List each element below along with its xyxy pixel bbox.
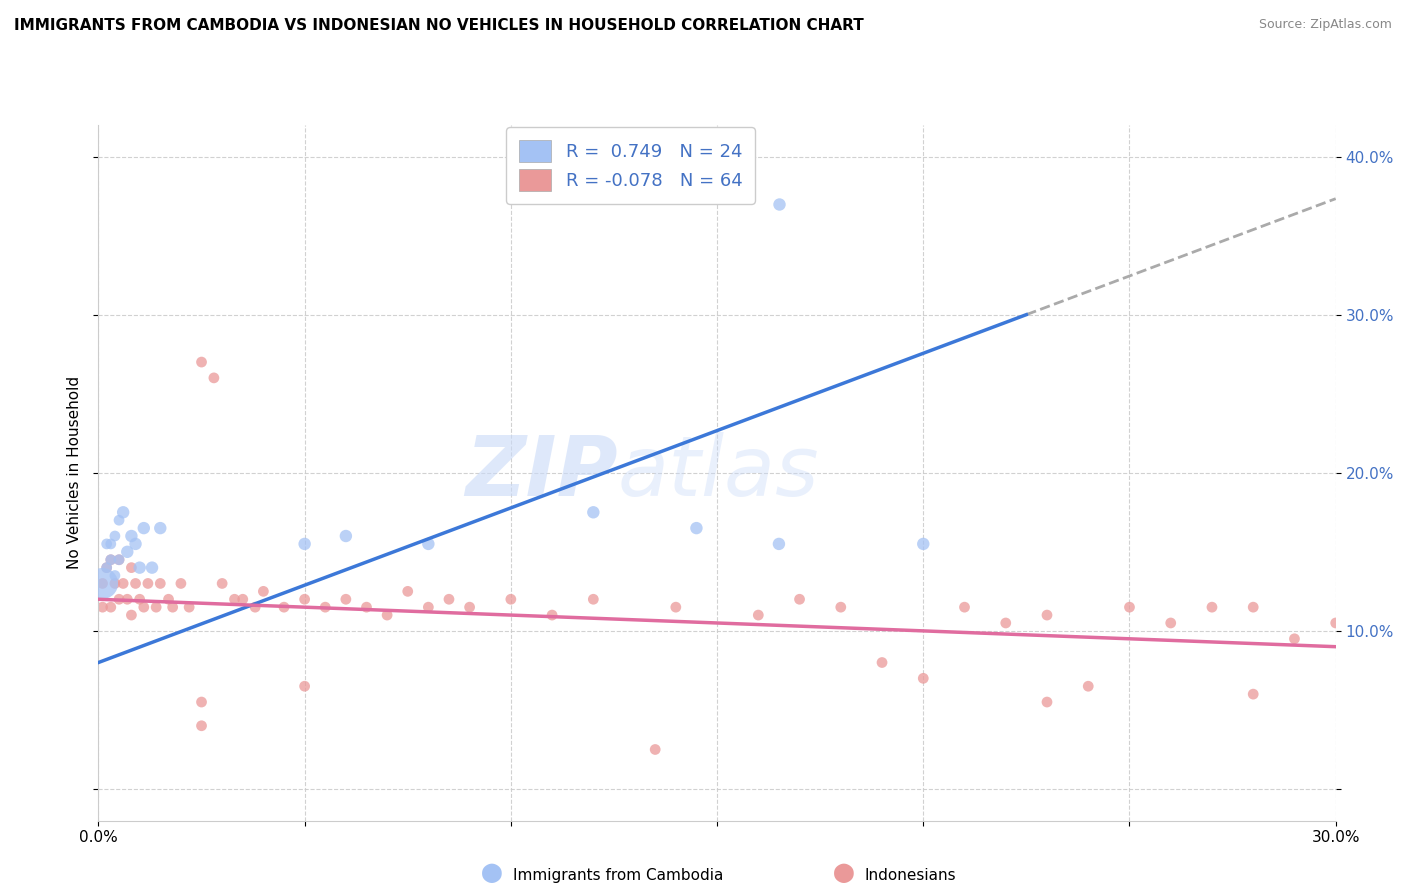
Point bbox=[437, 592, 460, 607]
Point bbox=[418, 537, 440, 551]
Point bbox=[665, 600, 688, 615]
Point bbox=[120, 529, 142, 543]
Point bbox=[1241, 687, 1264, 701]
Point bbox=[870, 656, 893, 670]
Point bbox=[162, 600, 184, 615]
Point bbox=[314, 600, 336, 615]
Point bbox=[117, 545, 139, 559]
Text: ⬤: ⬤ bbox=[832, 863, 855, 883]
Point bbox=[1160, 615, 1182, 630]
Point bbox=[149, 521, 172, 535]
Point bbox=[132, 600, 155, 615]
Point bbox=[1077, 679, 1099, 693]
Text: IMMIGRANTS FROM CAMBODIA VS INDONESIAN NO VEHICLES IN HOUSEHOLD CORRELATION CHAR: IMMIGRANTS FROM CAMBODIA VS INDONESIAN N… bbox=[14, 18, 863, 33]
Point bbox=[232, 592, 254, 607]
Point bbox=[541, 608, 564, 623]
Point bbox=[149, 576, 172, 591]
Point bbox=[190, 355, 212, 369]
Point bbox=[145, 600, 167, 615]
Point bbox=[418, 600, 440, 615]
Point bbox=[685, 521, 707, 535]
Point bbox=[747, 608, 769, 623]
Point bbox=[108, 592, 131, 607]
Point bbox=[375, 608, 398, 623]
Point bbox=[830, 600, 852, 615]
Point bbox=[335, 529, 357, 543]
Point bbox=[100, 552, 122, 567]
Point bbox=[91, 576, 114, 591]
Legend: R =  0.749   N = 24, R = -0.078   N = 64: R = 0.749 N = 24, R = -0.078 N = 64 bbox=[506, 127, 755, 203]
Point bbox=[644, 742, 666, 756]
Point bbox=[294, 537, 316, 551]
Point bbox=[91, 600, 114, 615]
Point bbox=[912, 537, 935, 551]
Text: Indonesians: Indonesians bbox=[865, 868, 956, 883]
Point bbox=[994, 615, 1017, 630]
Point bbox=[252, 584, 274, 599]
Text: ⬤: ⬤ bbox=[481, 863, 503, 883]
Point bbox=[356, 600, 378, 615]
Point bbox=[202, 371, 225, 385]
Point bbox=[96, 560, 118, 574]
Point bbox=[294, 679, 316, 693]
Point bbox=[157, 592, 180, 607]
Point bbox=[124, 537, 146, 551]
Point bbox=[141, 560, 163, 574]
Point bbox=[912, 671, 935, 685]
Point bbox=[789, 592, 811, 607]
Text: Source: ZipAtlas.com: Source: ZipAtlas.com bbox=[1258, 18, 1392, 31]
Point bbox=[1284, 632, 1306, 646]
Point bbox=[1036, 695, 1059, 709]
Point bbox=[458, 600, 481, 615]
Point bbox=[1201, 600, 1223, 615]
Point bbox=[108, 552, 131, 567]
Point bbox=[1036, 608, 1059, 623]
Point bbox=[190, 695, 212, 709]
Point bbox=[91, 576, 114, 591]
Point bbox=[335, 592, 357, 607]
Point bbox=[953, 600, 976, 615]
Point bbox=[179, 600, 201, 615]
Point bbox=[1118, 600, 1140, 615]
Point bbox=[768, 197, 790, 211]
Point bbox=[100, 537, 122, 551]
Point bbox=[96, 537, 118, 551]
Point bbox=[120, 608, 142, 623]
Point bbox=[136, 576, 159, 591]
Point bbox=[582, 592, 605, 607]
Point bbox=[1324, 615, 1347, 630]
Point bbox=[128, 560, 150, 574]
Point bbox=[243, 600, 266, 615]
Point bbox=[273, 600, 295, 615]
Point bbox=[112, 505, 135, 519]
Point bbox=[104, 529, 127, 543]
Point bbox=[396, 584, 419, 599]
Text: Immigrants from Cambodia: Immigrants from Cambodia bbox=[513, 868, 724, 883]
Point bbox=[120, 560, 142, 574]
Point bbox=[224, 592, 246, 607]
Point bbox=[294, 592, 316, 607]
Point bbox=[104, 568, 127, 582]
Point bbox=[211, 576, 233, 591]
Point bbox=[100, 552, 122, 567]
Point bbox=[128, 592, 150, 607]
Point bbox=[104, 576, 127, 591]
Point bbox=[170, 576, 193, 591]
Point bbox=[108, 513, 131, 527]
Point bbox=[768, 537, 790, 551]
Text: ZIP: ZIP bbox=[465, 433, 619, 513]
Point bbox=[582, 505, 605, 519]
Point bbox=[112, 576, 135, 591]
Point bbox=[132, 521, 155, 535]
Text: atlas: atlas bbox=[619, 433, 820, 513]
Y-axis label: No Vehicles in Household: No Vehicles in Household bbox=[67, 376, 83, 569]
Point bbox=[96, 560, 118, 574]
Point bbox=[108, 552, 131, 567]
Point bbox=[1241, 600, 1264, 615]
Point bbox=[499, 592, 522, 607]
Point bbox=[117, 592, 139, 607]
Point bbox=[100, 600, 122, 615]
Point bbox=[190, 719, 212, 733]
Point bbox=[124, 576, 146, 591]
